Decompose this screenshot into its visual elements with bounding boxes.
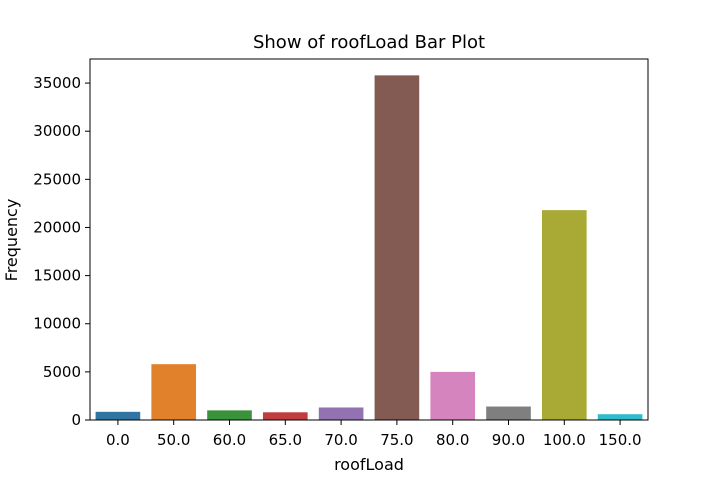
bar-70.0 xyxy=(318,407,364,420)
x-tick-label: 65.0 xyxy=(269,431,302,449)
x-tick-label: 150.0 xyxy=(599,431,642,449)
bar-75.0 xyxy=(374,75,420,421)
y-tick-label: 30000 xyxy=(33,122,81,140)
x-tick-label: 80.0 xyxy=(436,431,469,449)
bar-65.0 xyxy=(262,412,308,420)
y-tick-label: 15000 xyxy=(33,267,81,285)
y-tick-label: 35000 xyxy=(33,74,81,92)
x-axis: 0.0 50.0 60.0 65.0 70.0 75.0 80.0 90.0 100.0 150.… xyxy=(106,420,642,449)
y-tick-label: 10000 xyxy=(33,315,81,333)
y-tick-label: 5000 xyxy=(43,363,81,381)
bar-100.0 xyxy=(541,210,587,420)
y-tick-label: 0 xyxy=(71,411,81,429)
bar-90.0 xyxy=(486,406,531,420)
y-axis-label: Frequency xyxy=(2,199,21,282)
y-tick-label: 25000 xyxy=(33,170,81,188)
bar-50.0 xyxy=(151,364,197,420)
x-tick-label: 60.0 xyxy=(213,431,246,449)
x-tick-label: 75.0 xyxy=(380,431,413,449)
x-tick-label: 0.0 xyxy=(106,431,130,449)
chart-title: Show of roofLoad Bar Plot xyxy=(253,32,485,53)
bar-150.0 xyxy=(597,414,643,420)
bar-0.0 xyxy=(95,411,141,420)
x-tick-label: 90.0 xyxy=(492,431,525,449)
y-axis: 0 5000 10000 15000 20000 25000 30000 35000 xyxy=(33,74,90,429)
x-tick-label: 100.0 xyxy=(543,431,586,449)
x-tick-label: 70.0 xyxy=(324,431,357,449)
bar-80.0 xyxy=(430,371,476,420)
plot-frame xyxy=(89,58,649,421)
x-tick-label: 50.0 xyxy=(157,431,190,449)
bars xyxy=(95,75,643,421)
x-axis-label: roofLoad xyxy=(334,455,404,474)
bar-60.0 xyxy=(207,410,252,420)
y-tick-label: 20000 xyxy=(33,218,81,236)
